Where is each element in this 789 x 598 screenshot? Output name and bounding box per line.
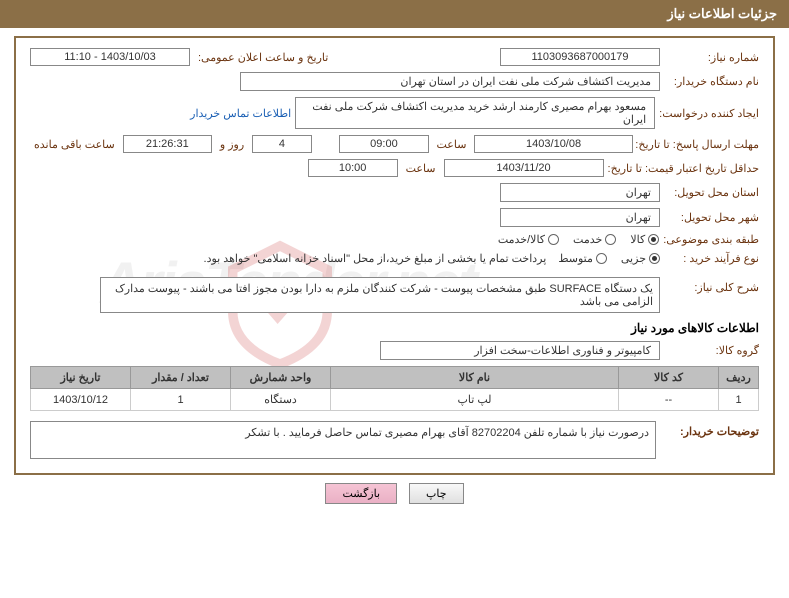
table-row: 1 -- لپ تاپ دستگاه 1 1403/10/12 (31, 389, 759, 411)
process-label: نوع فرآیند خرید : (664, 252, 759, 265)
radio-medium[interactable]: متوسط (558, 252, 607, 265)
countdown-value: 21:26:31 (123, 135, 212, 153)
process-radio-group: جزیی متوسط (558, 252, 660, 265)
summary-text: یک دستگاه SURFACE طبق مشخصات پیوست - شرک… (100, 277, 660, 313)
cell-name: لپ تاپ (331, 389, 619, 411)
radio-dot-icon (596, 253, 607, 264)
cell-code: -- (619, 389, 719, 411)
buyer-note-label: توضیحات خریدار: (664, 421, 759, 438)
th-code: کد کالا (619, 367, 719, 389)
announce-label: تاریخ و ساعت اعلان عمومی: (194, 51, 332, 64)
action-buttons: چاپ بازگشت (0, 483, 789, 504)
radio-medium-label: متوسط (558, 252, 593, 265)
city-label: شهر محل تحویل: (664, 211, 759, 224)
radio-dot-icon (605, 234, 616, 245)
summary-label: شرح کلی نیاز: (664, 277, 759, 294)
buyer-org-value: مدیریت اکتشاف شرکت ملی نفت ایران در استا… (240, 72, 660, 91)
radio-dot-icon (648, 234, 659, 245)
radio-both-label: کالا/خدمت (498, 233, 545, 246)
process-note: پرداخت تمام یا بخشی از مبلغ خرید،از محل … (204, 252, 547, 265)
deadline-send-time: 09:00 (339, 135, 428, 153)
radio-khedmat[interactable]: خدمت (573, 233, 616, 246)
panel-header: جزئیات اطلاعات نیاز (0, 0, 789, 28)
province-value: تهران (500, 183, 660, 202)
goods-section-title: اطلاعات کالاهای مورد نیاز (30, 321, 759, 335)
panel-title: جزئیات اطلاعات نیاز (667, 6, 777, 21)
th-date: تاریخ نیاز (31, 367, 131, 389)
radio-dot-icon (548, 234, 559, 245)
min-validity-label: حداقل تاریخ اعتبار قیمت: تا تاریخ: (608, 162, 759, 175)
radio-partial[interactable]: جزیی (621, 252, 660, 265)
min-validity-time: 10:00 (308, 159, 398, 177)
need-no-label: شماره نیاز: (664, 51, 759, 64)
radio-partial-label: جزیی (621, 252, 646, 265)
goods-group-label: گروه کالا: (664, 344, 759, 357)
radio-both[interactable]: کالا/خدمت (498, 233, 559, 246)
radio-kala[interactable]: کالا (630, 233, 659, 246)
time-label-1: ساعت (433, 138, 471, 151)
deadline-send-date: 1403/10/08 (474, 135, 632, 153)
city-value: تهران (500, 208, 660, 227)
requester-value: مسعود بهرام مصیری کارمند ارشد خرید مدیری… (295, 97, 655, 129)
goods-table: ردیف کد کالا نام کالا واحد شمارش تعداد /… (30, 366, 759, 411)
th-name: نام کالا (331, 367, 619, 389)
cell-unit: دستگاه (231, 389, 331, 411)
days-and-label: روز و (216, 138, 248, 151)
buyer-org-label: نام دستگاه خریدار: (664, 75, 759, 88)
need-no-value: 1103093687000179 (500, 48, 660, 66)
buyer-contact-link[interactable]: اطلاعات تماس خریدار (190, 107, 291, 120)
province-label: استان محل تحویل: (664, 186, 759, 199)
deadline-send-label: مهلت ارسال پاسخ: تا تاریخ: (637, 138, 759, 151)
th-row: ردیف (719, 367, 759, 389)
buyer-note-text: درصورت نیاز با شماره تلفن 82702204 آقای … (30, 421, 656, 459)
min-validity-date: 1403/11/20 (444, 159, 604, 177)
th-qty: تعداد / مقدار (131, 367, 231, 389)
back-button[interactable]: بازگشت (325, 483, 397, 504)
radio-khedmat-label: خدمت (573, 233, 602, 246)
print-button[interactable]: چاپ (409, 483, 464, 504)
category-label: طبقه بندی موضوعی: (663, 233, 759, 246)
days-count: 4 (252, 135, 311, 153)
goods-group-value: کامپیوتر و فناوری اطلاعات-سخت افزار (380, 341, 660, 360)
cell-qty: 1 (131, 389, 231, 411)
category-radio-group: کالا خدمت کالا/خدمت (498, 233, 659, 246)
remain-label: ساعت باقی مانده (30, 138, 119, 151)
radio-dot-icon (649, 253, 660, 264)
cell-row: 1 (719, 389, 759, 411)
details-panel: شماره نیاز: 1103093687000179 تاریخ و ساع… (14, 36, 775, 475)
th-unit: واحد شمارش (231, 367, 331, 389)
cell-date: 1403/10/12 (31, 389, 131, 411)
time-label-2: ساعت (402, 162, 440, 175)
requester-label: ایجاد کننده درخواست: (659, 107, 759, 120)
announce-value: 1403/10/03 - 11:10 (30, 48, 190, 66)
radio-kala-label: کالا (630, 233, 645, 246)
